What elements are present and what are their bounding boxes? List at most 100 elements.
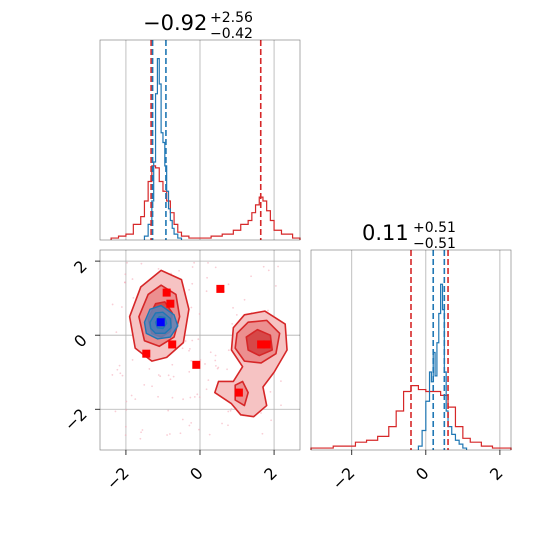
- param1-marginal-grid: [125, 40, 275, 240]
- prior-sample-dot: [267, 269, 270, 272]
- prior-sample-dot: [226, 368, 228, 371]
- x-tick-label: 0: [186, 463, 207, 484]
- prior-sample-dot: [124, 434, 127, 437]
- prior-sample-dot: [199, 359, 202, 361]
- prior-sample-dot: [214, 266, 217, 269]
- joint-y-ticks: −2 0 2: [61, 257, 100, 435]
- prior-sample-dot: [197, 338, 200, 341]
- prior-sample-dot: [148, 368, 151, 370]
- prior-sample-dot: [229, 409, 232, 412]
- prior-sample-dot: [131, 359, 134, 361]
- param1-marginal-frame: [99, 39, 301, 241]
- prior-sample-dot: [130, 394, 133, 397]
- histogram-series-2: [143, 58, 183, 240]
- x-tick-label: −2: [328, 463, 358, 493]
- prior-sample-dot: [124, 273, 127, 276]
- prior-sample-dot: [141, 429, 144, 431]
- prior-sample-dot: [206, 276, 208, 279]
- prior-sample-dot: [188, 424, 191, 427]
- prior-sample-dot: [269, 390, 272, 393]
- prior-sample-dot: [260, 412, 262, 414]
- prior-sample-dot: [126, 261, 128, 264]
- prior-sample-dot: [125, 408, 128, 411]
- prior-sample-dot: [188, 349, 190, 352]
- prior-sample-dot: [209, 351, 212, 354]
- prior-sample-dot: [125, 400, 128, 403]
- prior-sample-dot: [205, 290, 208, 293]
- param2-marginal-histograms: [310, 283, 512, 450]
- prior-sample-dot: [139, 437, 142, 440]
- truth-point: [234, 388, 243, 397]
- prior-sample-dot: [140, 431, 142, 434]
- title-param2-median: 0.11: [362, 221, 409, 245]
- prior-sample-dot: [111, 374, 114, 376]
- prior-sample-dot: [151, 385, 153, 388]
- histogram-series-2: [417, 283, 468, 450]
- joint-panel: −2 0 2 −2 0 2: [61, 249, 301, 494]
- prior-sample-dot: [214, 354, 217, 357]
- truth-point: [168, 340, 177, 349]
- prior-sample-dot: [121, 374, 124, 377]
- prior-sample-dot: [115, 331, 118, 334]
- y-tick-label: 0: [70, 331, 91, 352]
- prior-sample-dot: [190, 306, 193, 309]
- prior-sample-dot: [134, 398, 137, 400]
- prior-sample-dot: [167, 409, 170, 412]
- prior-sample-dot: [120, 306, 123, 308]
- prior-sample-dot: [189, 396, 192, 399]
- truth-point: [162, 288, 171, 297]
- prior-sample-dot: [123, 281, 126, 284]
- prior-sample-dot: [261, 432, 264, 435]
- title-param2: 0.11 +0.51 −0.51: [362, 220, 456, 252]
- title-param2-plus: +0.51: [413, 220, 456, 236]
- truth-point: [192, 360, 201, 369]
- prior-sample-dot: [159, 375, 162, 378]
- prior-sample-dot: [171, 363, 174, 366]
- title-param1-median: −0.92: [143, 11, 207, 35]
- prior-sample-dot: [205, 388, 208, 391]
- histogram-series-1: [110, 165, 301, 240]
- param2-marginal-quantile-lines: [410, 250, 449, 450]
- prior-sample-dot: [143, 383, 146, 386]
- prior-sample-dot: [231, 322, 234, 325]
- prior-sample-dot: [262, 265, 265, 268]
- title-param2-minus: −0.51: [413, 236, 456, 252]
- param2-marginal-x-ticks: −2 0 2: [328, 450, 507, 494]
- prior-sample-dot: [181, 347, 184, 350]
- joint-points: [142, 284, 271, 397]
- prior-sample-dot: [207, 261, 209, 264]
- x-tick-label: −2: [103, 463, 133, 493]
- prior-sample-dot: [214, 364, 217, 367]
- prior-sample-dot: [188, 370, 191, 373]
- prior-sample-dot: [140, 262, 143, 265]
- prior-sample-dot: [235, 313, 238, 316]
- prior-sample-dot: [193, 396, 196, 398]
- truth-point: [166, 299, 175, 308]
- param1-marginal-histograms: [110, 58, 301, 240]
- title-param1: −0.92 +2.56 −0.42: [143, 10, 253, 42]
- prior-sample-dot: [207, 379, 210, 382]
- title-param1-minus: −0.42: [210, 26, 253, 42]
- param2-marginal-frame: [310, 249, 512, 451]
- prior-sample-dot: [157, 267, 160, 270]
- prior-sample-dot: [116, 368, 119, 371]
- y-tick-label: −2: [61, 405, 91, 435]
- param1-marginal-quantile-lines: [150, 40, 262, 240]
- prior-sample-dot: [198, 313, 201, 315]
- prior-sample-dot: [190, 421, 193, 424]
- prior-sample-dot: [181, 418, 184, 421]
- prior-sample-dot: [166, 434, 168, 436]
- prior-sample-dot: [227, 424, 229, 427]
- prior-sample-dot: [280, 404, 282, 407]
- prior-sample-dot: [208, 433, 211, 436]
- truth-point: [257, 340, 266, 349]
- prior-sample-dot: [118, 364, 121, 367]
- prior-sample-dot: [119, 372, 122, 375]
- x-tick-label: 2: [260, 463, 281, 484]
- x-tick-label: 0: [412, 463, 433, 484]
- posterior-point: [156, 318, 165, 327]
- prior-sample-dot: [204, 363, 206, 365]
- prior-sample-dot: [189, 347, 191, 350]
- prior-sample-dot: [111, 303, 114, 306]
- prior-sample-dot: [193, 261, 196, 264]
